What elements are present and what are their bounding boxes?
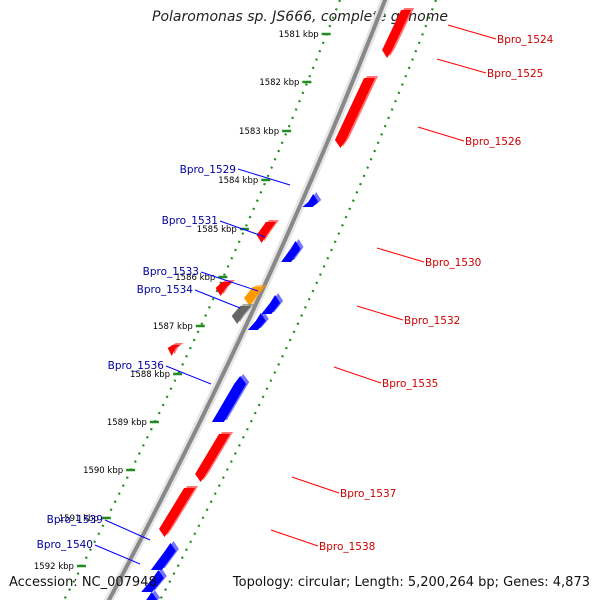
gene-callout-forward[interactable]: Bpro_1537 [291,476,396,500]
gene-callout-forward[interactable]: Bpro_1532 [356,305,460,327]
gene-label[interactable]: Bpro_1529 [180,164,236,176]
gene-callout-reverse[interactable]: Bpro_1533 [143,266,259,292]
gene-label[interactable]: Bpro_1531 [162,215,218,227]
gene-label[interactable]: Bpro_1532 [404,315,460,327]
tick-label: 1592 kbp [34,562,74,572]
gene-block-bpro-1539[interactable] [150,541,179,570]
tick-label: 1591 kbp [59,514,99,524]
gene-callout-forward[interactable]: Bpro_1530 [376,247,481,269]
gene-label[interactable]: Bpro_1538 [319,541,375,553]
tick-label: 1581 kbp [279,30,319,40]
tick-label: 1584 kbp [218,176,258,186]
tick: 1584 kbp [218,176,271,186]
tick: 1583 kbp [239,127,292,137]
gene-block-bpro-1537[interactable] [195,432,234,482]
gene-label[interactable]: Bpro_1530 [425,257,481,269]
genome-summary: Topology: circular; Length: 5,200,264 bp… [232,575,590,590]
gene-label[interactable]: Bpro_1526 [465,136,522,148]
outer-tick-track [159,0,438,600]
gene-callout-reverse[interactable]: Bpro_1536 [108,360,212,385]
tick: 1589 kbp [107,418,159,428]
tick-label: 1582 kbp [259,78,299,88]
tick-label: 1590 kbp [83,466,123,476]
gene-block-bpro-1525-1526[interactable] [334,76,379,148]
tick-label: 1588 kbp [130,370,170,380]
tick-label: 1586 kbp [175,273,215,283]
tick-label: 1587 kbp [153,322,193,332]
gene-callout-forward[interactable]: Bpro_1538 [270,529,375,553]
tick-label: 1589 kbp [107,418,147,428]
gene-block-bpro-1535[interactable] [167,343,184,356]
gene-label[interactable]: Bpro_1534 [137,284,194,296]
tick-labels: 1581 kbp 1582 kbp 1583 kbp 1584 kbp 1585 kbp… [34,30,331,572]
gene-block-bpro-1524[interactable] [382,8,415,58]
backbone-line [106,0,388,600]
accession-label: Accession: NC_007948 [9,575,157,590]
tick: 1581 kbp [279,30,331,40]
gene-label[interactable]: Bpro_1537 [340,488,396,500]
gene-callout-reverse[interactable]: Bpro_1534 [137,284,241,309]
gene-label[interactable]: Bpro_1536 [108,360,165,372]
feature-layer [139,8,415,600]
tick: 1582 kbp [259,78,312,88]
gene-callout-reverse[interactable]: Bpro_1539 [47,514,151,541]
feature-block-orange[interactable] [244,285,267,306]
gene-block-bpro-1536[interactable] [211,374,250,422]
gene-block-bpro-1529[interactable] [302,192,322,207]
tick: 1590 kbp [83,466,136,476]
gene-callout-reverse[interactable]: Bpro_1531 [162,215,266,238]
gene-callout-forward[interactable]: Bpro_1535 [333,366,438,390]
gene-label[interactable]: Bpro_1539 [47,514,103,526]
gene-block-bpro-1532[interactable] [215,280,236,296]
backbone-layer [103,0,390,600]
gene-label[interactable]: Bpro_1533 [143,266,199,278]
gene-label[interactable]: Bpro_1525 [487,68,543,80]
gene-label[interactable]: Bpro_1524 [497,34,554,46]
tick-label: 1585 kbp [197,225,237,235]
tick: 1587 kbp [153,322,205,332]
gene-block-bpro-1540[interactable] [141,568,167,592]
tick: 1588 kbp [130,370,183,380]
inner-tick-track [63,0,342,600]
gene-block-bpro-1538[interactable] [159,486,199,537]
gene-callout-forward[interactable]: Bpro_1524 [447,24,554,46]
gene-label[interactable]: Bpro_1540 [37,539,93,551]
gene-block-bpro-1540b[interactable] [139,590,161,600]
gene-callout-forward[interactable]: Bpro_1526 [417,126,522,148]
tick: 1591 kbp [59,514,111,524]
gene-label[interactable]: Bpro_1535 [382,378,438,390]
tick: 1586 kbp [175,273,228,283]
gene-block-bpro-1534[interactable] [247,311,269,330]
gene-callouts: Bpro_1524 Bpro_1525 Bpro_1526 Bpro_1530 Bpro… [37,24,554,565]
gene-block-bpro-1530[interactable] [256,220,279,243]
tick-label: 1583 kbp [239,127,279,137]
tick: 1592 kbp [34,562,86,572]
gene-block-bpro-1531[interactable] [281,239,304,262]
gene-callout-forward[interactable]: Bpro_1525 [436,58,543,80]
gene-block-bpro-1533[interactable] [261,293,284,314]
gene-callout-reverse[interactable]: Bpro_1540 [37,539,141,565]
gene-callout-reverse[interactable]: Bpro_1529 [180,164,291,186]
tick-track [63,0,438,600]
feature-block-gray[interactable] [231,304,255,324]
